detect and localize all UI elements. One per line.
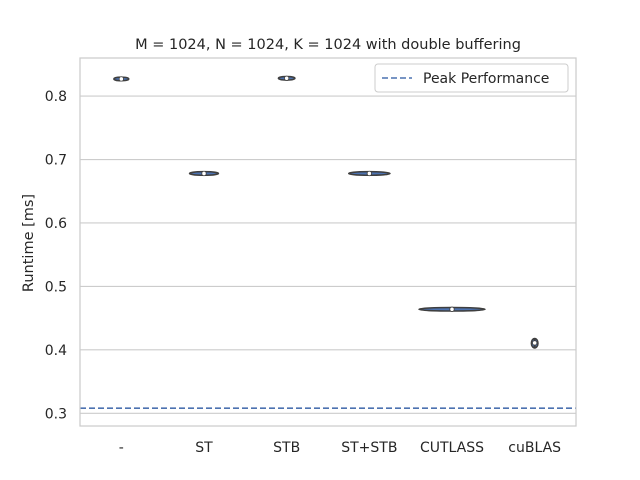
plot-frame bbox=[79, 57, 577, 427]
legend-label-peak-performance: Peak Performance bbox=[423, 71, 549, 87]
violin-median-point bbox=[532, 340, 538, 346]
violin-st-stb bbox=[347, 170, 391, 177]
y-axis-label: Runtime [ms] bbox=[21, 194, 37, 292]
x-tick-label: cuBLAS bbox=[508, 440, 561, 456]
x-tick-label: STB bbox=[273, 440, 300, 456]
y-tick-label: 0.8 bbox=[45, 89, 67, 105]
x-tick-label: ST+STB bbox=[341, 440, 397, 456]
violin-stb bbox=[277, 75, 296, 81]
violin-median-point bbox=[201, 170, 207, 177]
y-tick-label: 0.6 bbox=[45, 216, 67, 232]
y-tick-label: 0.4 bbox=[45, 343, 67, 359]
y-tick-label: 0.7 bbox=[45, 153, 67, 169]
violin-median-point bbox=[366, 170, 372, 177]
y-tick-label: 0.5 bbox=[45, 279, 67, 295]
violin-cutlass bbox=[418, 306, 486, 312]
violin-median-point bbox=[118, 76, 124, 82]
legend-box bbox=[374, 63, 569, 93]
grid-lines bbox=[80, 95, 576, 414]
violin-cublas bbox=[530, 337, 539, 349]
violin-median-point bbox=[449, 306, 455, 312]
x-tick-label: CUTLASS bbox=[420, 440, 484, 456]
x-tick-label: - bbox=[119, 440, 124, 456]
violins bbox=[113, 75, 539, 349]
y-tick-label: 0.3 bbox=[45, 406, 67, 422]
x-tick-label: ST bbox=[195, 440, 213, 456]
x-tick-labels: - ST STB ST+STB CUTLASS cuBLAS bbox=[119, 440, 561, 456]
violin-st bbox=[188, 170, 220, 177]
violin-- bbox=[113, 76, 130, 82]
y-tick-labels: 0.3 0.4 0.5 0.6 0.7 0.8 bbox=[45, 89, 67, 422]
chart-title: M = 1024, N = 1024, K = 1024 with double… bbox=[135, 37, 521, 53]
legend: Peak Performance bbox=[374, 63, 569, 93]
violin-median-point bbox=[284, 75, 290, 81]
